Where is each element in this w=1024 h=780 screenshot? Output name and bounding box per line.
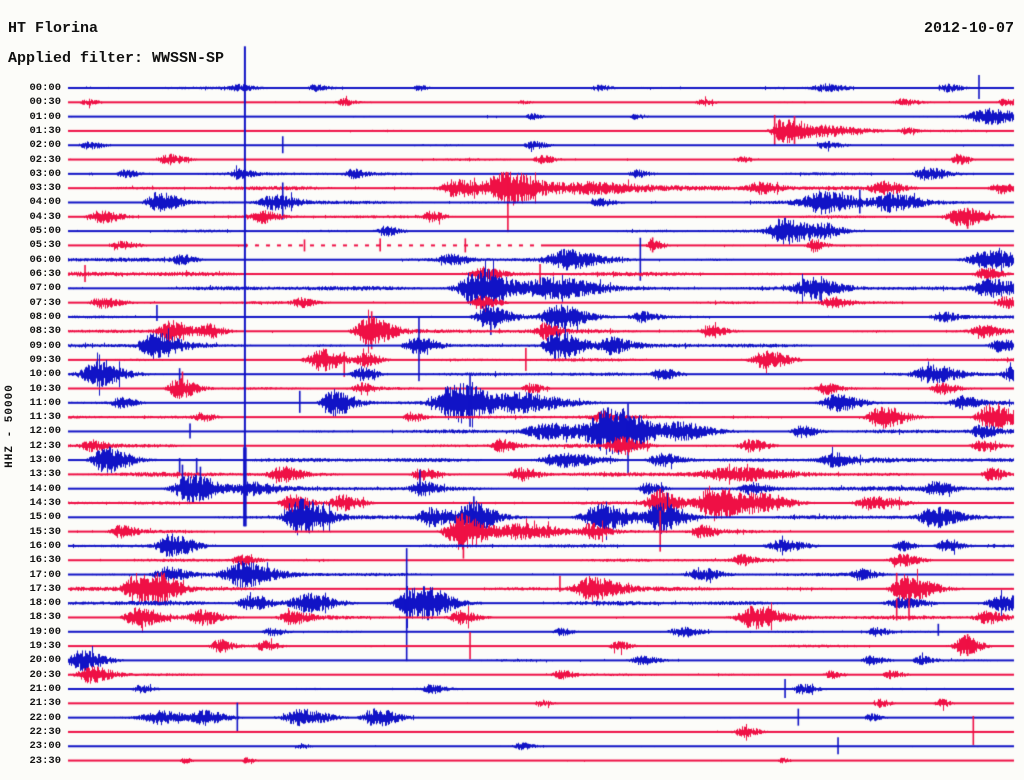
time-label: 05:30 xyxy=(29,239,61,252)
time-label: 20:30 xyxy=(29,668,61,681)
time-label: 09:30 xyxy=(29,353,61,366)
time-label: 22:30 xyxy=(29,725,61,738)
time-label: 16:00 xyxy=(29,539,61,552)
time-label: 20:00 xyxy=(29,654,61,667)
time-label: 04:00 xyxy=(29,196,61,209)
time-label: 19:00 xyxy=(29,625,61,638)
time-label: 18:30 xyxy=(29,611,61,624)
time-label: 00:00 xyxy=(29,82,61,94)
applied-filter-label: Applied filter: WWSSN-SP xyxy=(8,50,225,67)
time-label: 02:30 xyxy=(29,153,61,166)
time-label: 23:30 xyxy=(29,754,61,767)
time-label: 00:30 xyxy=(29,96,61,109)
time-label: 12:00 xyxy=(29,425,61,438)
station-title: HT Florina xyxy=(8,20,99,37)
time-label: 11:00 xyxy=(29,396,61,409)
time-label: 14:30 xyxy=(29,496,61,509)
time-label: 13:30 xyxy=(29,468,61,481)
time-label: 06:00 xyxy=(29,253,61,266)
time-label: 17:30 xyxy=(29,582,61,595)
time-label: 03:00 xyxy=(29,167,61,180)
time-label: 01:30 xyxy=(29,124,61,137)
time-label: 05:00 xyxy=(29,225,61,238)
time-label: 10:30 xyxy=(29,382,61,395)
time-label: 07:00 xyxy=(29,282,61,295)
time-label: 23:00 xyxy=(29,740,61,753)
time-label: 08:30 xyxy=(29,325,61,338)
time-label: 09:00 xyxy=(29,339,61,352)
time-label: 07:30 xyxy=(29,296,61,309)
time-label: 04:30 xyxy=(29,210,61,223)
time-label: 14:00 xyxy=(29,482,61,495)
time-label: 15:30 xyxy=(29,525,61,538)
time-label: 11:30 xyxy=(29,411,61,424)
time-label: 16:30 xyxy=(29,554,61,567)
time-label: 21:30 xyxy=(29,697,61,710)
time-label: 17:00 xyxy=(29,568,61,581)
time-label: 06:30 xyxy=(29,268,61,281)
time-label: 19:30 xyxy=(29,640,61,653)
time-label: 02:00 xyxy=(29,139,61,152)
time-label: 03:30 xyxy=(29,182,61,195)
time-label: 10:00 xyxy=(29,368,61,381)
time-label: 18:00 xyxy=(29,597,61,610)
time-label: 15:00 xyxy=(29,511,61,524)
time-label: 22:00 xyxy=(29,711,61,724)
time-label: 12:30 xyxy=(29,439,61,452)
time-label: 01:00 xyxy=(29,110,61,123)
time-label: 08:00 xyxy=(29,310,61,323)
date-label: 2012-10-07 xyxy=(923,20,1014,37)
time-label: 21:00 xyxy=(29,683,61,696)
time-label: 13:00 xyxy=(29,454,61,467)
